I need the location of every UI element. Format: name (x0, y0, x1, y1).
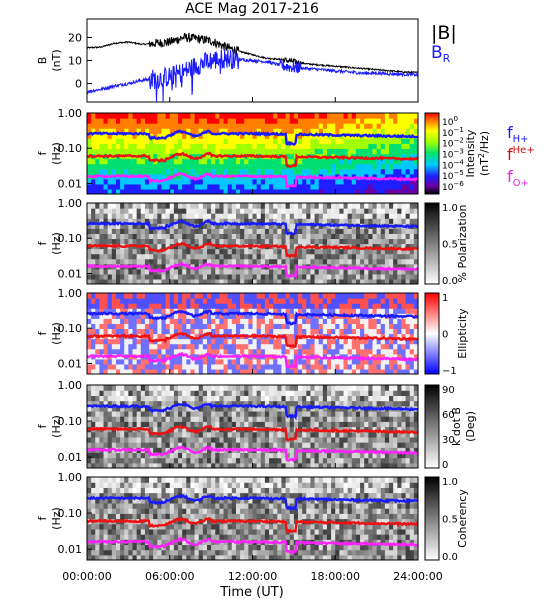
y-tick-label: 1.00 (58, 197, 83, 210)
y-axis-label: B(nT) (36, 49, 63, 71)
gyrofrequency-line-2 (87, 261, 418, 279)
colorbar (424, 112, 440, 195)
colorbar-tick-label: 10−5 (442, 169, 464, 182)
y-tick-label: 0.10 (58, 142, 83, 155)
spectrogram-cells (87, 203, 418, 284)
x-tick-label: 12:00:00 (228, 570, 277, 583)
colorbar-tick-label: 0.5 (442, 515, 458, 526)
x-axis-label: Time (UT) (219, 585, 284, 600)
colorbar-label: Coherency (456, 489, 469, 548)
spectrogram-cells (87, 385, 418, 468)
panel-ellipticity: 1.00 0.10 0.01 f(Hz) 1 0 −1 Ellipticity (36, 287, 469, 377)
y-tick-label: 10 (68, 55, 82, 68)
colorbar-tick-label: −1 (442, 366, 457, 377)
colorbar (424, 292, 440, 375)
y-tick-label: 1.00 (58, 471, 83, 484)
series-line-0 (86, 32, 419, 74)
x-tick-labels: 00:00:00 06:00:00 12:00:00 18:00:00 24:00:00 (62, 97, 443, 583)
y-tick-label: 0.10 (58, 232, 83, 245)
colorbar (424, 202, 440, 285)
panel-polarization: 1.00 0.10 0.01 f(Hz) 1.0 0.5 0.0% Polarization (36, 197, 469, 287)
spectrogram-cells (87, 113, 418, 194)
gyrofrequency-line-0 (87, 129, 418, 147)
colorbar-tick-label: 1 (442, 293, 448, 304)
colorbar-tick-label: 60 (442, 410, 455, 421)
x-tick-label: 00:00:00 (62, 570, 111, 583)
y-tick-label: 0.01 (58, 357, 83, 370)
colorbar-tick-label: 1.0 (442, 477, 458, 488)
colorbar-tick-label: 10−6 (442, 180, 464, 193)
colorbar-tick-label: 1.0 (442, 203, 458, 214)
y-tick-label: 0.01 (58, 177, 83, 190)
gyrofrequency-line-0 (87, 402, 418, 421)
gyrofrequency-line-0 (87, 309, 418, 326)
gyrofrequency-line-0 (87, 493, 418, 512)
y-tick-label: 0.01 (58, 543, 83, 556)
panels: 20100B(nT)|B|BR1.000.100.01f(Hz)10010−11… (36, 18, 535, 563)
y-tick-label: 0.01 (58, 451, 83, 464)
y-axis-label: f(Hz) (36, 322, 63, 345)
line-label-1: fHe+ (507, 145, 535, 164)
y-axis-label: f(Hz) (36, 232, 63, 255)
panel-k-dot-b: 1.00 0.10 0.01 f(Hz) 90 60 30 0 k dot B(Deg) (36, 379, 477, 471)
gyrofrequency-line-1 (87, 331, 418, 348)
colorbar-tick-label: 10−1 (442, 126, 464, 139)
line-label-0: fH+ (507, 123, 529, 145)
colorbar-tick-label: 10−3 (442, 148, 464, 161)
colorbar-tick-label: 0.5 (442, 240, 458, 251)
colorbar-tick-label: 0.0 (442, 552, 458, 563)
colorbar-label: Ellipticity (456, 308, 469, 359)
spectrogram-cells (87, 477, 418, 560)
y-tick-label: 1.00 (58, 107, 83, 120)
colorbar-label: Intensity(nT2/Hz) (464, 129, 491, 177)
gyrofrequency-line-2 (87, 351, 418, 369)
panel-magnetic-field: 20 10 0 B(nT) |B|BR (36, 18, 457, 103)
legend-b-radial: BR (431, 43, 451, 65)
y-tick-label: 0.10 (58, 322, 83, 335)
gyrofrequency-line-1 (87, 516, 418, 534)
y-tick-label: 0.10 (58, 415, 83, 428)
y-axis-label: f(Hz) (36, 415, 63, 438)
spectrogram-cells (87, 293, 418, 374)
colorbar-tick-label: 90 (442, 385, 455, 396)
y-tick-label: 0.10 (58, 507, 83, 520)
colorbar-tick-label: 0.0 (442, 276, 458, 287)
gyrofrequency-line-0 (87, 219, 418, 236)
gyrofrequency-line-2 (87, 171, 418, 189)
colorbar-label: k dot B(Deg) (450, 407, 477, 446)
y-tick-label: 1.00 (58, 287, 83, 300)
y-axis-label: f(Hz) (36, 142, 63, 165)
colorbar-tick-label: 10−2 (442, 137, 464, 150)
y-tick-label: 1.00 (58, 379, 83, 392)
line-label-2: fO+ (507, 167, 529, 189)
gyrofrequency-line-1 (87, 424, 418, 442)
colorbar-tick-label: 10−4 (442, 158, 464, 171)
series-line-1 (86, 49, 419, 103)
y-tick-label: 0 (75, 78, 82, 91)
colorbar-tick-label: 0 (442, 460, 448, 471)
legend-b-magnitude: |B| (431, 22, 457, 44)
gyrofrequency-line-2 (87, 445, 418, 463)
x-tick-label: 18:00:00 (311, 570, 360, 583)
colorbar-tick-label: 0 (442, 330, 448, 341)
gyrofrequency-line-1 (87, 241, 418, 259)
x-tick-label: 06:00:00 (145, 570, 194, 583)
y-tick-label: 20 (68, 31, 82, 44)
colorbar (424, 384, 440, 469)
y-tick-label: 0.01 (58, 267, 83, 280)
panel-power-spectrum: 1.00 0.10 0.01 f(Hz) 10010−110−210−310−410−5… (36, 107, 535, 195)
colorbar-tick-label: 100 (442, 115, 458, 128)
x-tick-label: 24:00:00 (393, 570, 442, 583)
colorbar-tick-label: 30 (442, 435, 455, 446)
y-axis-label: f(Hz) (36, 507, 63, 530)
gyrofrequency-line-1 (87, 151, 418, 168)
gyrofrequency-line-2 (87, 536, 418, 555)
colorbar (424, 476, 440, 561)
colorbar-label: % Polarization (456, 205, 469, 283)
figure-title: ACE Mag 2017-216 (185, 1, 319, 17)
panel-coherency: 1.00 0.10 0.01 f(Hz) 1.0 0.5 0.0 Coherency (36, 471, 469, 563)
